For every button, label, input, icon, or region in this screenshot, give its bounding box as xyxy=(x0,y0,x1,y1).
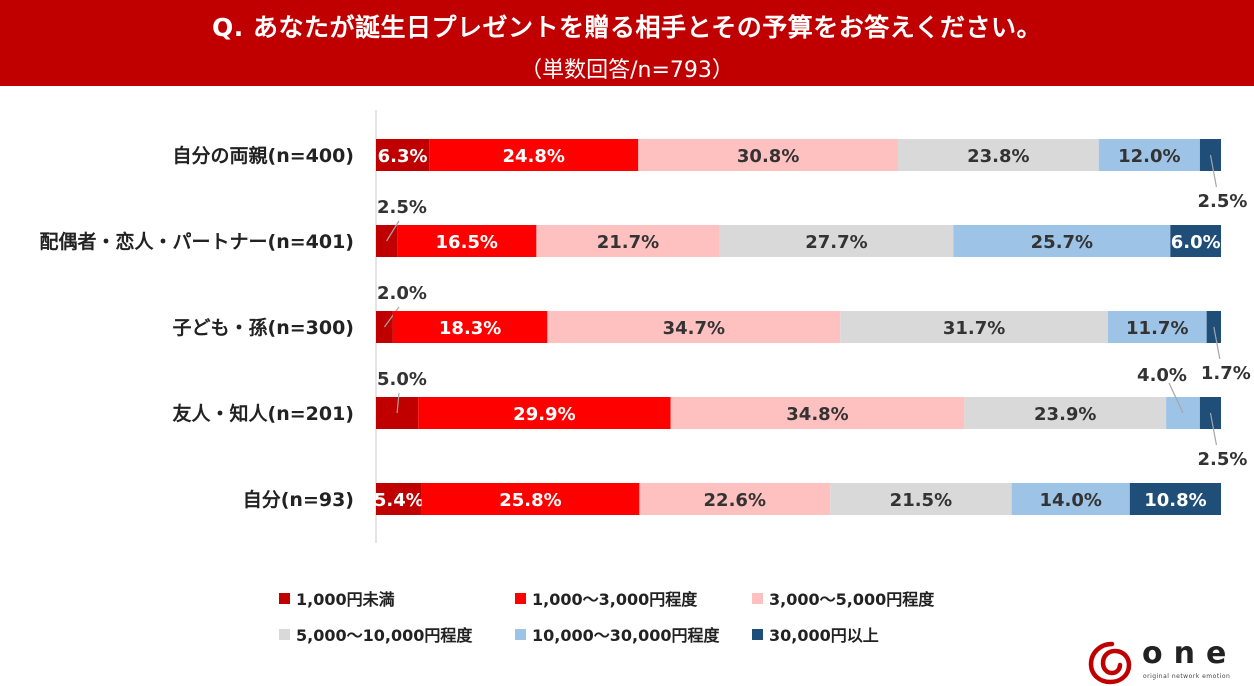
data-label: 4.0% xyxy=(1137,365,1187,386)
data-label: 1.7% xyxy=(1201,363,1251,384)
bar-segment xyxy=(1199,139,1221,171)
bar-segment xyxy=(898,139,1099,171)
data-label: 18.3% xyxy=(439,318,501,339)
data-label: 21.7% xyxy=(597,232,659,253)
bar-segment xyxy=(547,311,841,343)
category-label: 子ども・孫(n=300) xyxy=(173,316,354,339)
bar-segment xyxy=(376,483,422,515)
data-label: 24.8% xyxy=(502,146,564,167)
data-label: 2.5% xyxy=(377,197,427,218)
data-label: 14.0% xyxy=(1040,490,1102,511)
leader-line xyxy=(1209,154,1218,188)
data-label: 12.0% xyxy=(1118,146,1180,167)
bar-segment xyxy=(392,311,548,343)
bar-segment xyxy=(830,483,1012,515)
data-label: 6.0% xyxy=(1171,232,1221,253)
data-label: 30.8% xyxy=(737,146,799,167)
bar-segment xyxy=(964,397,1167,429)
bar-segment xyxy=(418,397,671,429)
bar-segment xyxy=(1098,139,1200,171)
data-label: 29.9% xyxy=(513,404,575,425)
bar-segment xyxy=(670,397,965,429)
data-label: 5.0% xyxy=(377,369,427,390)
data-label: 34.7% xyxy=(663,318,725,339)
data-label: 23.8% xyxy=(967,146,1029,167)
chart-title: Q. あなたが誕生日プレゼントを贈る相手とその予算をお答えください。 xyxy=(212,13,1042,42)
bar-segment xyxy=(421,483,640,515)
bar-segment xyxy=(840,311,1108,343)
bar-segment xyxy=(1129,483,1221,515)
leader-line xyxy=(1213,326,1221,360)
bar-segment xyxy=(1170,225,1221,257)
bar-segment xyxy=(1107,311,1207,343)
data-label: 2.5% xyxy=(1197,191,1247,212)
data-label: 6.3% xyxy=(378,146,428,167)
leader-line xyxy=(1168,382,1184,414)
bar-segment xyxy=(1011,483,1130,515)
category-label: 自分(n=93) xyxy=(243,488,354,511)
data-label: 22.6% xyxy=(704,490,766,511)
logo-wordmark: one xyxy=(1142,636,1238,671)
one-logo xyxy=(1088,641,1132,685)
title-banner xyxy=(0,0,1254,86)
data-label: 25.8% xyxy=(499,490,561,511)
data-label: 10.8% xyxy=(1144,490,1206,511)
bar-segment xyxy=(638,139,899,171)
leader-line xyxy=(396,392,400,414)
bar-segment xyxy=(429,139,639,171)
bar-segment xyxy=(397,225,537,257)
category-label: 自分の両親(n=400) xyxy=(173,144,354,167)
data-label: 34.8% xyxy=(786,404,848,425)
leader-line xyxy=(383,306,400,328)
logo-tagline: original network emotion xyxy=(1143,673,1231,680)
data-label: 11.7% xyxy=(1126,318,1188,339)
bar-segment xyxy=(953,225,1171,257)
bar-segment xyxy=(639,483,831,515)
data-label: 31.7% xyxy=(943,318,1005,339)
data-label: 2.5% xyxy=(1197,449,1247,470)
bar-segment xyxy=(719,225,954,257)
category-label: 友人・知人(n=201) xyxy=(173,402,354,425)
data-label: 23.9% xyxy=(1034,404,1096,425)
category-label: 配偶者・恋人・パートナー(n=401) xyxy=(40,230,354,253)
data-label: 16.5% xyxy=(436,232,498,253)
data-label: 27.7% xyxy=(805,232,867,253)
data-label: 21.5% xyxy=(890,490,952,511)
data-label: 25.7% xyxy=(1031,232,1093,253)
leader-line xyxy=(1209,412,1218,446)
data-label: 5.4% xyxy=(374,490,424,511)
data-label: 2.0% xyxy=(377,283,427,304)
chart-subtitle: （単数回答/n=793） xyxy=(520,58,734,83)
spiral-logo-icon xyxy=(1088,641,1132,685)
leader-line xyxy=(386,220,400,242)
bar-segment xyxy=(376,139,430,171)
bar-segment xyxy=(536,225,720,257)
